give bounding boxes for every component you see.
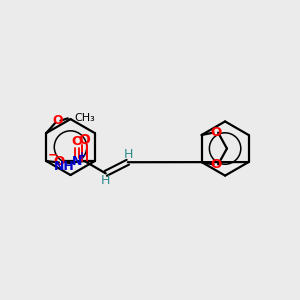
Text: CH₃: CH₃ (74, 113, 95, 123)
Text: O: O (71, 135, 83, 148)
Text: NH: NH (54, 160, 74, 173)
Text: H: H (101, 174, 110, 187)
Text: +: + (78, 151, 86, 161)
Text: O: O (210, 158, 221, 171)
Text: O: O (210, 126, 221, 139)
Text: −: − (47, 148, 58, 161)
Text: O: O (52, 114, 63, 127)
Text: H: H (124, 148, 133, 161)
Text: O: O (53, 154, 64, 167)
Text: N: N (72, 154, 82, 167)
Text: O: O (79, 133, 91, 147)
